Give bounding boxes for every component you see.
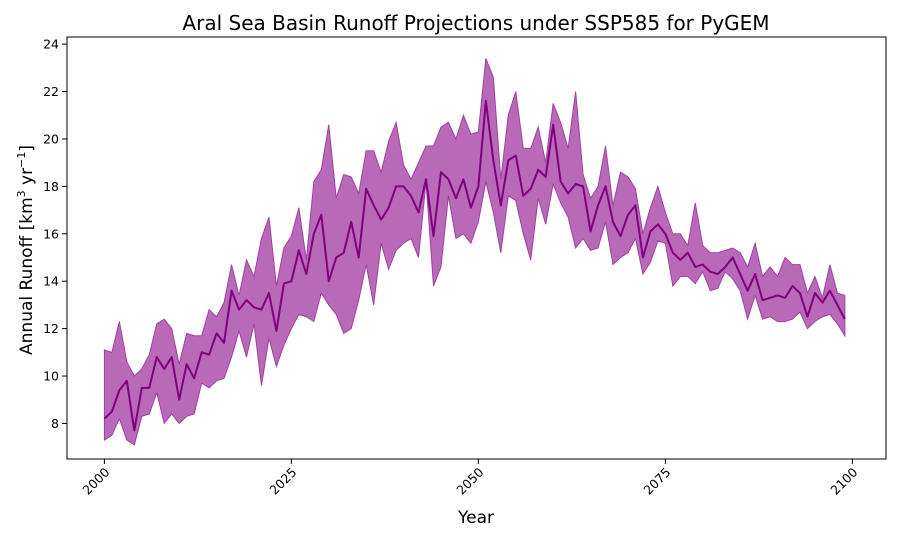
y-tick-label: 24 — [43, 37, 59, 52]
x-axis-title: Year — [457, 508, 494, 528]
uncertainty-band-layer — [103, 58, 846, 446]
runoff-series-line — [103, 100, 846, 432]
y-axis-title-end: ] — [17, 145, 37, 152]
y-axis-title: Annual Runoff [km3 yr−1] — [15, 145, 37, 355]
y-tick-label: 12 — [43, 321, 59, 336]
y-axis-title-unit-exp2: −1 — [15, 152, 28, 168]
y-tick-label: 18 — [43, 179, 59, 194]
series-line-layer — [103, 100, 846, 432]
y-tick-label: 22 — [43, 84, 59, 99]
y-axis-title-main: Annual Runoff [km — [17, 197, 37, 355]
x-tick-label: 2075 — [640, 465, 673, 498]
uncertainty-band — [103, 58, 846, 446]
y-tick-label: 14 — [43, 274, 59, 289]
x-tick-label: 2050 — [453, 464, 486, 497]
y-tick-label: 16 — [43, 226, 59, 241]
y-tick-label: 10 — [43, 369, 59, 384]
y-axis-title-unit-exp: 3 — [15, 190, 28, 197]
y-tick-label: 20 — [43, 131, 59, 146]
x-tick-label: 2025 — [266, 465, 299, 498]
chart-title: Aral Sea Basin Runoff Projections under … — [182, 11, 769, 35]
x-tick-label: 2000 — [79, 464, 112, 497]
x-tick-label: 2100 — [827, 464, 860, 497]
plot-frame — [66, 36, 887, 460]
y-tick-label: 8 — [51, 416, 59, 431]
y-axis-title-unit-mid: yr — [17, 168, 37, 190]
